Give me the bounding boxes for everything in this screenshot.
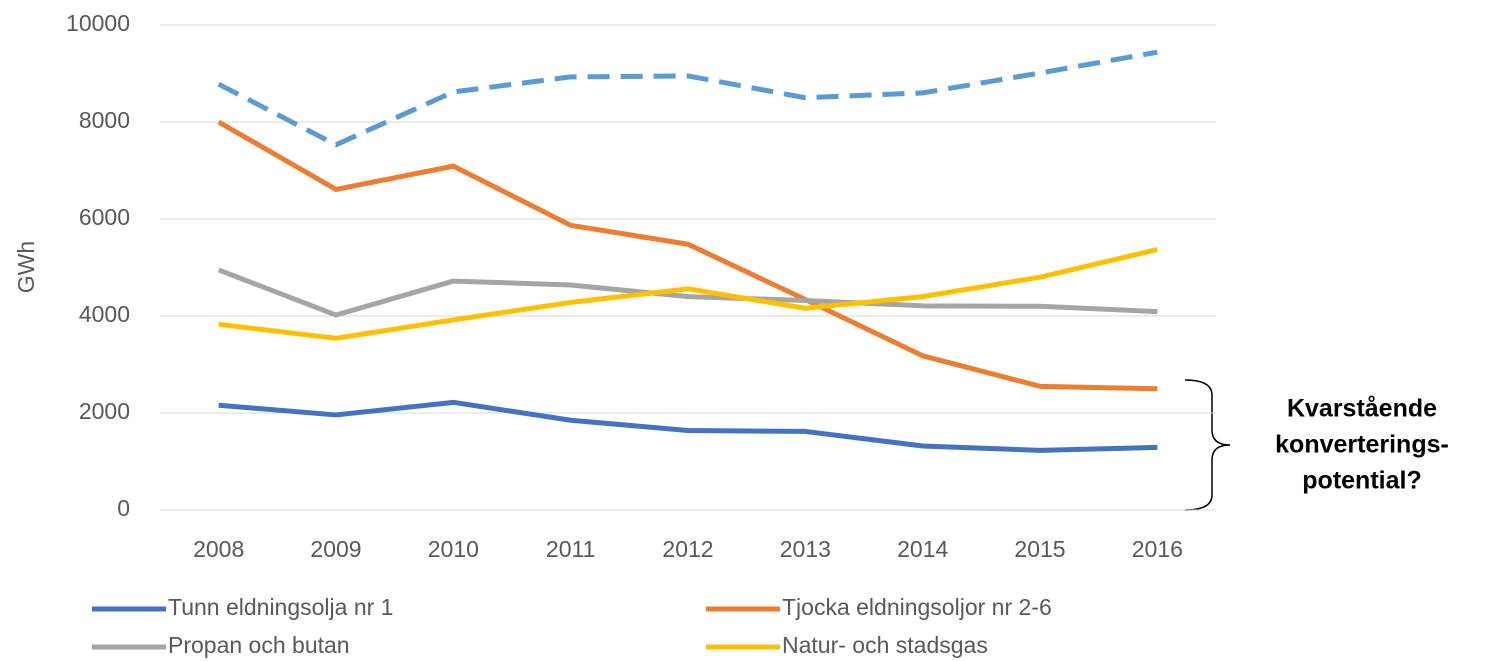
legend-label: Tunn eldningsolja nr 1: [168, 594, 393, 620]
y-tick-label: 6000: [79, 204, 130, 230]
x-tick-label: 2014: [897, 536, 948, 562]
legend-label: Propan och butan: [168, 632, 350, 658]
y-tick-label: 2000: [79, 398, 130, 424]
y-tick-label: 8000: [79, 107, 130, 133]
x-tick-label: 2015: [1014, 536, 1065, 562]
y-tick-label: 0: [117, 495, 130, 521]
x-tick-label: 2009: [310, 536, 361, 562]
annotation: Kvarstående: [1287, 395, 1437, 423]
x-tick-label: 2012: [662, 536, 713, 562]
annotation: konverterings-: [1275, 431, 1449, 459]
y-axis-label: GWh: [13, 241, 39, 293]
legend-label: Tjocka eldningsoljor nr 2-6: [782, 594, 1052, 620]
x-tick-label: 2016: [1132, 536, 1183, 562]
x-tick-label: 2011: [546, 536, 595, 562]
line-series: [217, 267, 1158, 318]
line-series: [218, 399, 1158, 453]
annotation: potential?: [1302, 467, 1421, 495]
x-tick-label: 2010: [428, 536, 479, 562]
y-tick-label: 4000: [79, 301, 130, 327]
line-series: [218, 247, 1158, 341]
line-series: [217, 49, 1158, 148]
y-tick-label: 10000: [66, 10, 130, 36]
brace: [1184, 379, 1231, 511]
line-series: [217, 119, 1158, 392]
x-tick-label: 2008: [193, 536, 244, 562]
x-tick-label: 2013: [780, 536, 831, 562]
legend-label: Natur- och stadsgas: [782, 632, 988, 658]
